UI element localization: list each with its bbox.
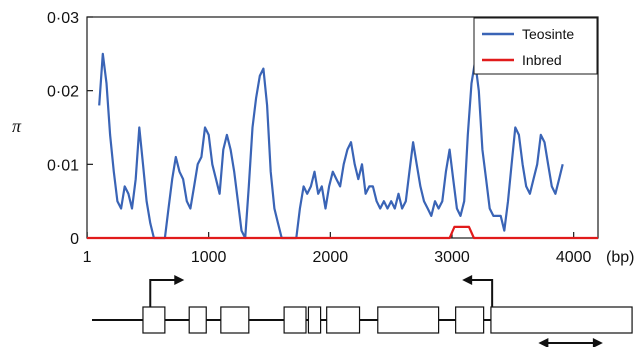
x-axis-unit-label: (bp) [606,249,634,266]
x-tick-label: 2000 [313,249,349,266]
exon-box [490,306,633,334]
legend: Teosinte Inbred [473,17,598,75]
y-tick-label: 0·03 [47,10,79,27]
legend-label-teosinte: Teosinte [522,26,574,42]
exon-box [220,306,250,334]
series-line-inbred [87,225,598,240]
exon-box [307,306,322,334]
x-tick-label: 1000 [191,249,227,266]
gene-structure-diagram [92,275,633,347]
series-layer [87,52,598,240]
forward-arrow-icon [149,279,179,307]
x-tick-label: 1 [83,249,92,266]
series-line-teosinte [98,52,564,240]
y-tick-label: 0 [70,231,79,248]
legend-box [473,17,598,75]
y-axis-label: π [12,116,22,136]
reverse-arrow-icon [468,279,494,307]
y-axis: 0 0·01 0·02 0·03 [47,10,93,248]
double-arrowhead-left-icon [538,338,549,347]
exon-box [377,306,440,334]
x-tick-label: 3000 [434,249,470,266]
exon-box [283,306,307,334]
double-arrowhead-right-icon [592,338,603,347]
exon-box [455,306,485,334]
exon-box [326,306,361,334]
x-tick-label: 4000 [556,249,592,266]
reverse-arrowhead-icon [462,275,473,285]
exon-box [188,306,207,334]
forward-arrowhead-icon [174,275,185,285]
exon-box [142,306,166,334]
legend-label-inbred: Inbred [522,52,562,68]
y-tick-label: 0·02 [47,84,79,101]
y-tick-label: 0·01 [47,157,79,174]
